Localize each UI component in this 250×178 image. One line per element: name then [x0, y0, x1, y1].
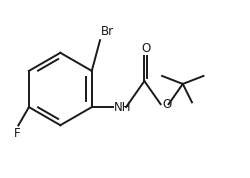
Text: Br: Br [101, 25, 114, 38]
Text: F: F [14, 127, 20, 140]
Text: NH: NH [114, 101, 131, 114]
Text: O: O [141, 42, 150, 55]
Text: O: O [162, 98, 172, 111]
